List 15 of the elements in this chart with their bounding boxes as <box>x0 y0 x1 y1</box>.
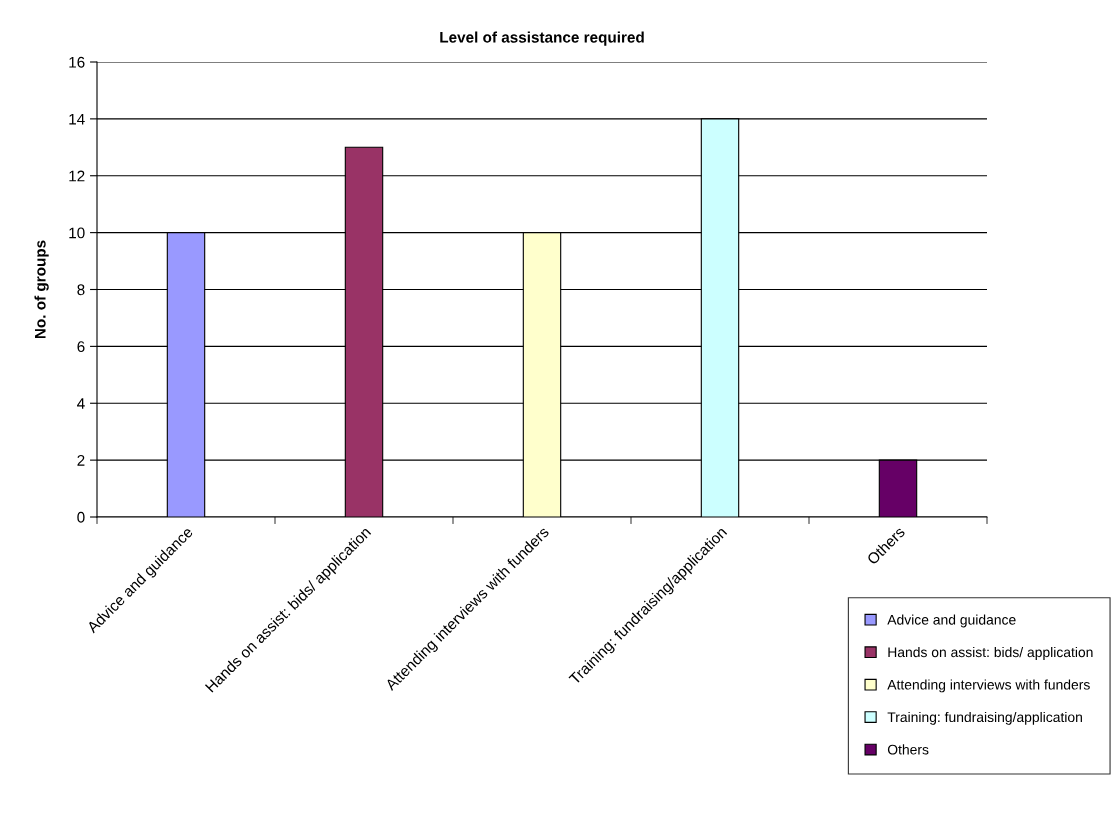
legend-label: Hands on assist: bids/ application <box>888 646 1093 660</box>
y-tick-label: 4 <box>77 398 85 409</box>
y-axis-title: No. of groups <box>34 240 49 339</box>
y-tick-label: 2 <box>77 454 85 466</box>
y-tick-label: 14 <box>69 113 85 125</box>
y-tick-label: 8 <box>77 284 85 296</box>
y-tick-label: 0 <box>77 511 85 523</box>
legend-label: Others <box>887 744 929 755</box>
y-tick-label: 12 <box>69 170 85 182</box>
legend-label: Advice and guidance <box>887 614 1016 628</box>
legend-label: Training: fundraising/application <box>887 711 1082 725</box>
y-tick-label: 6 <box>77 341 85 353</box>
chart-title: Level of assistance required <box>440 31 644 46</box>
y-tick-label: 16 <box>69 56 85 68</box>
y-tick-label: 10 <box>69 227 85 239</box>
